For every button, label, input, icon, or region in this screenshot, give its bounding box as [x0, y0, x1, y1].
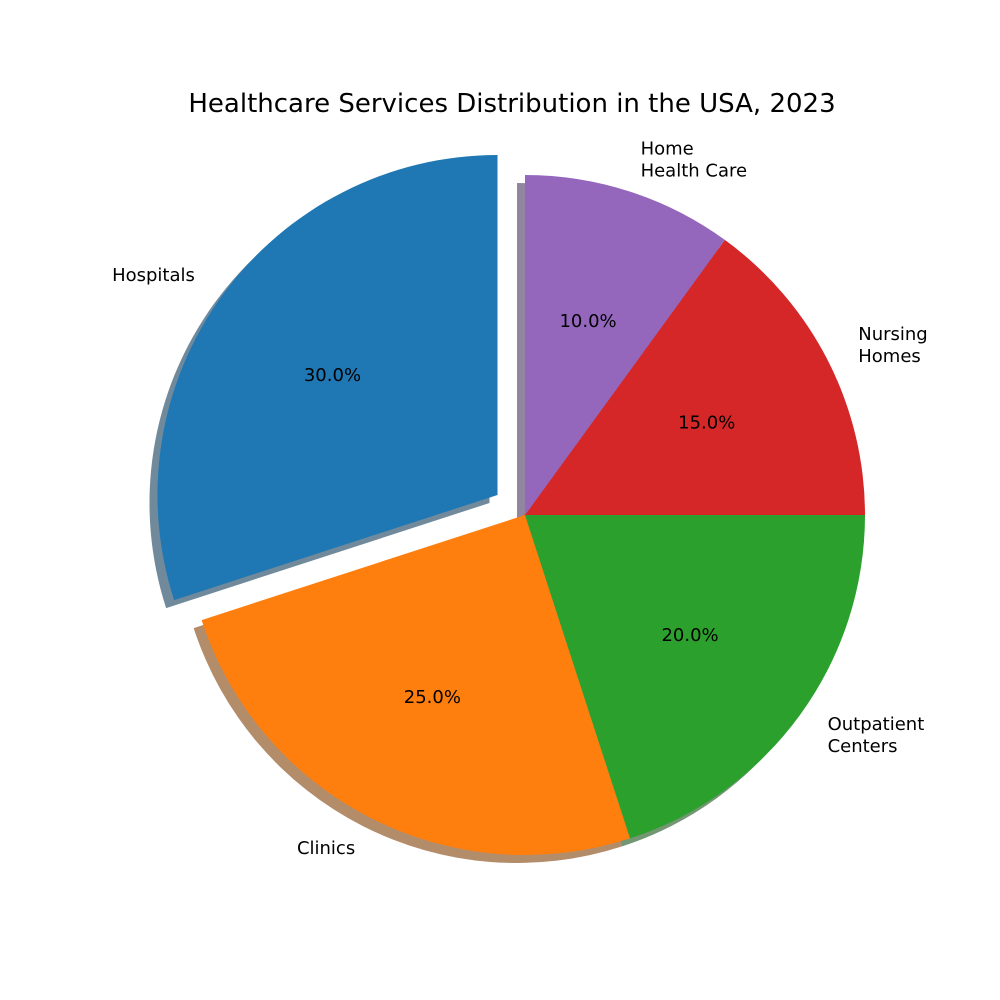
slice-label-clinics: Clinics — [297, 838, 355, 859]
slice-percent-nursing-homes: 15.0% — [678, 412, 735, 433]
pie-slice-nursing-homes — [525, 239, 865, 516]
pie-slice-hospitals — [157, 155, 498, 601]
slice-percent-outpatient-centers: 20.0% — [661, 625, 718, 646]
slice-label-outpatient-centers: Outpatient Centers — [828, 714, 925, 757]
slice-percent-clinics: 25.0% — [404, 687, 461, 708]
slice-label-hospitals: Hospitals — [112, 265, 195, 286]
slice-percent-hospitals: 30.0% — [304, 365, 361, 386]
pie-slice-outpatient-centers — [525, 515, 865, 839]
pie-slice-clinics — [201, 515, 631, 855]
chart-title: Healthcare Services Distribution in the … — [188, 89, 835, 119]
pie-slice-home-health-care — [525, 175, 725, 515]
slice-label-home-health-care: Home Health Care — [641, 138, 748, 181]
slice-label-nursing-homes: Nursing Homes — [858, 324, 928, 367]
slice-percent-home-health-care: 10.0% — [559, 311, 616, 332]
pie-slices — [157, 155, 865, 855]
slice-labels: Hospitals 30.0% Clinics 25.0% Outpatient Cent… — [112, 138, 928, 859]
